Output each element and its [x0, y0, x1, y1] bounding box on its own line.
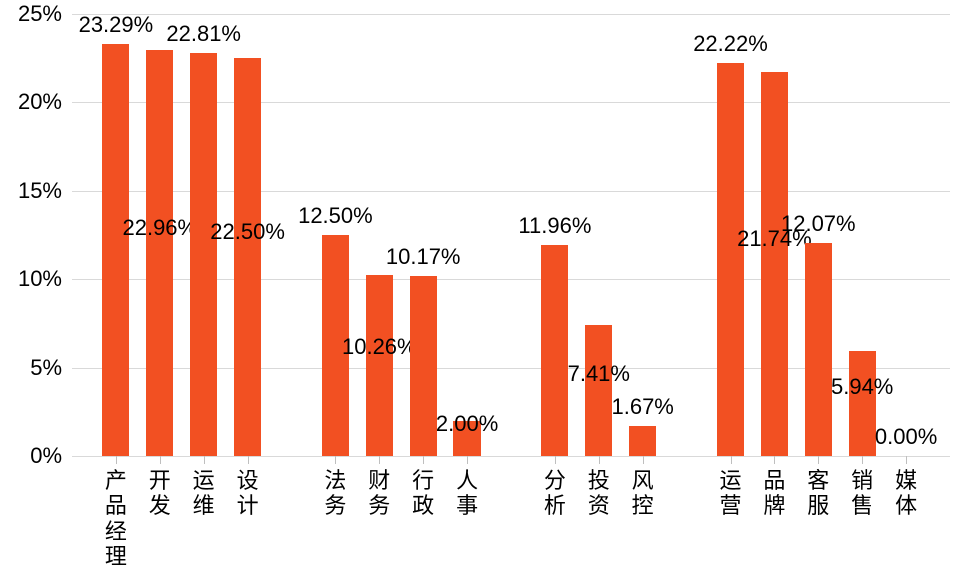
x-tick: [906, 456, 907, 464]
x-tick: [335, 456, 336, 464]
x-tick-label: 产品经理: [105, 468, 127, 569]
bar-value-label: 5.94%: [831, 374, 893, 400]
bar-value-label: 22.96%: [122, 215, 197, 241]
bar-value-label: 22.81%: [166, 21, 241, 47]
x-tick-label: 媒体: [895, 468, 917, 519]
x-tick: [248, 456, 249, 464]
x-tick-label: 分析: [544, 468, 566, 519]
x-tick: [116, 456, 117, 464]
x-tick: [862, 456, 863, 464]
x-tick: [379, 456, 380, 464]
bar-value-label: 7.41%: [568, 361, 630, 387]
bar-value-label: 23.29%: [79, 12, 154, 38]
bar: [761, 72, 788, 456]
y-tick-label: 5%: [2, 355, 62, 381]
bar-value-label: 10.26%: [342, 334, 417, 360]
bar: [849, 351, 876, 456]
x-tick-label: 人事: [456, 468, 478, 519]
bar-value-label: 1.67%: [611, 394, 673, 420]
x-tick: [204, 456, 205, 464]
y-tick-label: 10%: [2, 266, 62, 292]
x-tick-label: 投资: [588, 468, 610, 519]
bar-value-label: 10.17%: [386, 244, 461, 270]
bar-value-label: 22.22%: [693, 31, 768, 57]
bar: [102, 44, 129, 456]
plot-area: 23.29% 22.96% 22.81% 22.50% 12.50% 10.26% 10.1…: [72, 14, 950, 456]
x-tick-label: 客服: [807, 468, 829, 519]
x-tick-label: 行政: [412, 468, 434, 519]
bar-chart: 23.29% 22.96% 22.81% 22.50% 12.50% 10.26% 10.1…: [0, 0, 966, 579]
bar: [629, 426, 656, 456]
y-tick-label: 20%: [2, 89, 62, 115]
x-tick: [467, 456, 468, 464]
y-tick-label: 0%: [2, 443, 62, 469]
bar: [234, 58, 261, 456]
x-tick: [643, 456, 644, 464]
bar: [585, 325, 612, 456]
x-tick-label: 风控: [632, 468, 654, 519]
x-tick: [160, 456, 161, 464]
y-tick-label: 25%: [2, 1, 62, 27]
x-tick: [599, 456, 600, 464]
x-tick: [731, 456, 732, 464]
bar-value-label: 2.00%: [436, 411, 498, 437]
bar: [541, 245, 568, 456]
x-tick-label: 品牌: [763, 468, 785, 519]
x-tick-label: 运维: [193, 468, 215, 519]
bar: [717, 63, 744, 456]
y-tick-label: 15%: [2, 178, 62, 204]
x-tick-label: 财务: [368, 468, 390, 519]
bar-value-label: 22.50%: [210, 219, 285, 245]
x-tick: [423, 456, 424, 464]
x-tick-label: 运营: [719, 468, 741, 519]
gridline: [72, 14, 950, 15]
x-tick: [774, 456, 775, 464]
x-tick-label: 法务: [324, 468, 346, 519]
x-tick: [818, 456, 819, 464]
bar: [366, 275, 393, 456]
bar: [805, 243, 832, 456]
bar: [146, 50, 173, 456]
bar-value-label: 12.50%: [298, 203, 373, 229]
bar: [410, 276, 437, 456]
bar-value-label: 11.96%: [518, 213, 591, 239]
x-tick-label: 销售: [851, 468, 873, 519]
bar: [190, 53, 217, 456]
x-tick-label: 设计: [237, 468, 259, 519]
bar-value-label: 12.07%: [781, 211, 856, 237]
bar-value-label: 0.00%: [875, 424, 937, 450]
x-tick-label: 开发: [149, 468, 171, 519]
x-tick: [555, 456, 556, 464]
